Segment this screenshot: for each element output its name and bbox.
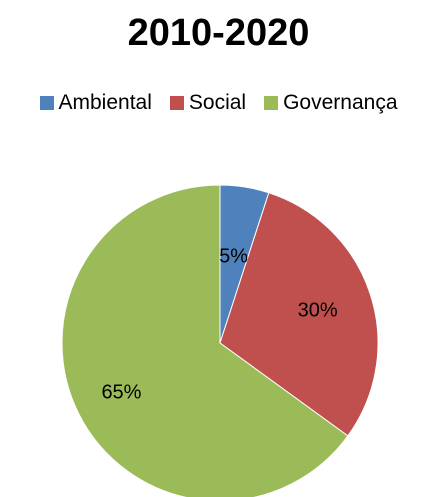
- legend-item-ambiental: Ambiental: [39, 91, 152, 115]
- chart-title: 2010-2020: [127, 12, 310, 54]
- data-label-ambiental: 5%: [219, 245, 248, 267]
- legend: Ambiental Social Governança: [0, 90, 437, 116]
- legend-swatch-social: [169, 96, 184, 110]
- legend-item-social: Social: [169, 91, 247, 115]
- legend-label-ambiental: Ambiental: [58, 91, 152, 114]
- data-label-social: 30%: [298, 300, 338, 322]
- legend-label-governanca: Governança: [283, 91, 398, 114]
- slice-social: [219, 192, 379, 437]
- slice-governanca: [61, 184, 349, 497]
- legend-label-social: Social: [188, 91, 247, 114]
- legend-swatch-governanca: [264, 96, 279, 110]
- legend-item-governanca: Governança: [264, 91, 398, 115]
- data-label-governanca: 65%: [101, 381, 141, 403]
- legend-swatch-ambiental: [39, 96, 54, 110]
